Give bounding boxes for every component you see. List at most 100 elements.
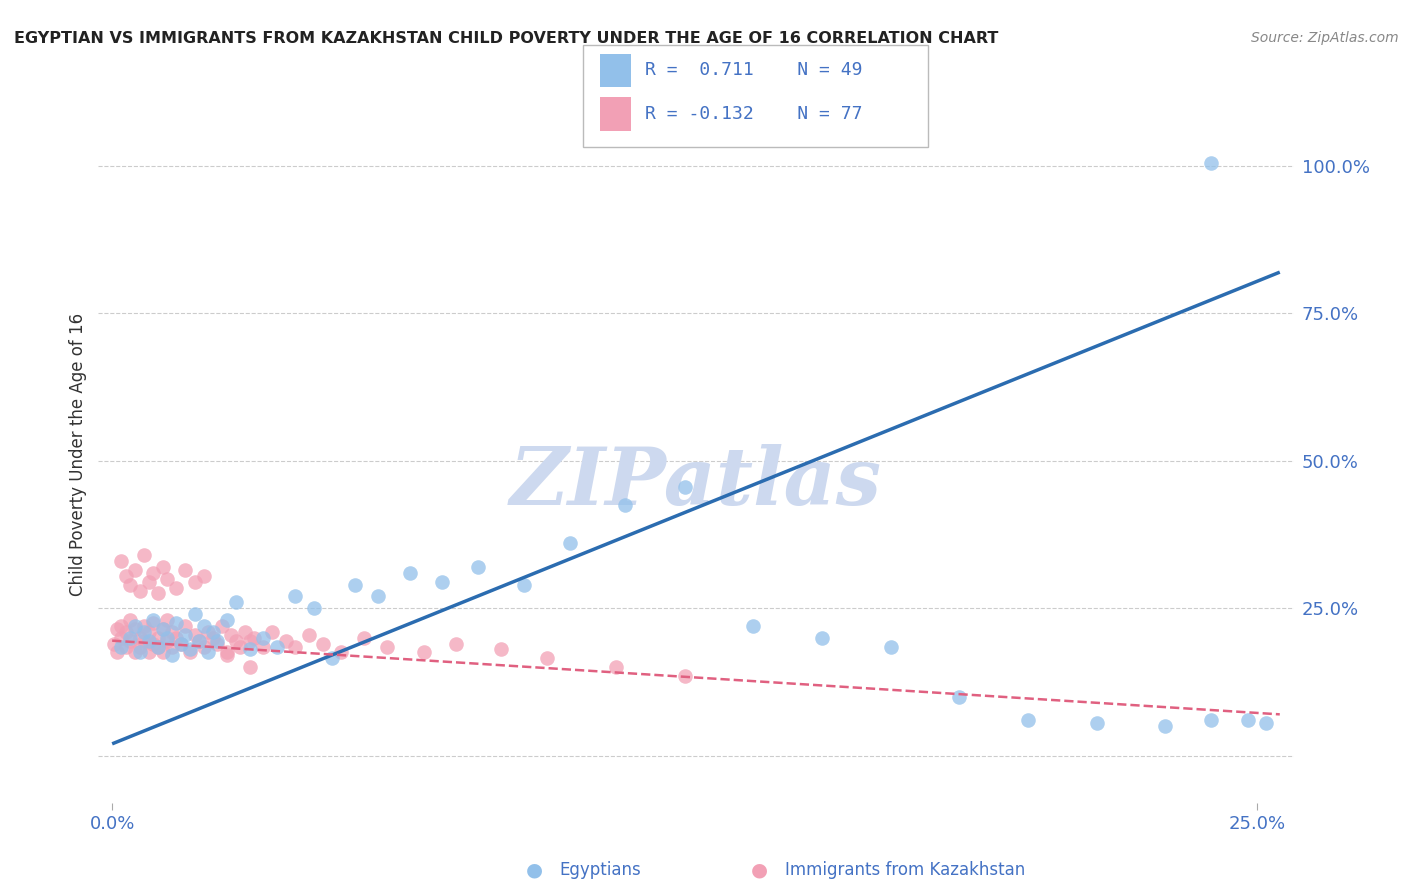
Point — [243, 631, 266, 645]
Point — [165, 581, 187, 595]
Point — [298, 628, 321, 642]
Text: ●: ● — [526, 860, 543, 880]
Point — [124, 645, 146, 659]
Point — [105, 622, 128, 636]
Point — [128, 645, 150, 659]
Point — [170, 637, 193, 651]
Point — [238, 642, 260, 657]
Point — [128, 640, 150, 654]
Point — [536, 651, 558, 665]
Point — [160, 648, 183, 663]
Point — [811, 631, 834, 645]
Point — [375, 640, 398, 654]
Point — [614, 498, 637, 512]
Point — [1199, 156, 1222, 170]
Point — [134, 624, 156, 639]
Point — [491, 642, 513, 657]
Point — [321, 651, 343, 665]
Point — [467, 560, 489, 574]
Point — [128, 583, 150, 598]
Point — [948, 690, 970, 704]
Text: Immigrants from Kazakhstan: Immigrants from Kazakhstan — [785, 861, 1025, 879]
Point — [134, 619, 156, 633]
Point — [115, 624, 138, 639]
Point — [207, 637, 229, 651]
Point — [165, 631, 187, 645]
Point — [605, 660, 627, 674]
Point — [120, 633, 142, 648]
Point — [673, 669, 696, 683]
Point — [146, 640, 169, 654]
Point — [152, 560, 174, 574]
Point — [183, 628, 205, 642]
Point — [138, 624, 160, 639]
Point — [165, 615, 187, 630]
Point — [183, 574, 205, 589]
Point — [105, 645, 128, 659]
Point — [160, 640, 183, 654]
Text: ZIPatlas: ZIPatlas — [510, 444, 882, 522]
Point — [1254, 716, 1277, 731]
Point — [188, 633, 211, 648]
Point — [673, 480, 696, 494]
Point — [138, 574, 160, 589]
Point — [160, 624, 183, 639]
Y-axis label: Child Poverty Under the Age of 16: Child Poverty Under the Age of 16 — [69, 313, 87, 597]
Point — [444, 637, 467, 651]
Point — [211, 619, 233, 633]
Point — [1154, 719, 1177, 733]
Point — [193, 619, 215, 633]
Point — [170, 637, 193, 651]
Point — [174, 619, 197, 633]
Text: R = -0.132    N = 77: R = -0.132 N = 77 — [645, 105, 863, 123]
Point — [284, 640, 307, 654]
Point — [156, 613, 179, 627]
Point — [152, 622, 174, 636]
Point — [152, 622, 174, 636]
Point — [134, 633, 156, 648]
Point — [138, 645, 160, 659]
Point — [110, 554, 132, 568]
Point — [207, 633, 229, 648]
Point — [193, 640, 215, 654]
Point — [252, 640, 274, 654]
Point — [1017, 713, 1039, 727]
Point — [183, 607, 205, 621]
Point — [174, 628, 197, 642]
Point — [124, 619, 146, 633]
Point — [412, 645, 434, 659]
Point — [430, 574, 453, 589]
Point — [225, 595, 247, 609]
Point — [215, 648, 238, 663]
Point — [179, 645, 201, 659]
Point — [103, 637, 125, 651]
Point — [367, 590, 389, 604]
Text: ●: ● — [751, 860, 768, 880]
Point — [146, 586, 169, 600]
Point — [179, 642, 201, 657]
Point — [312, 637, 335, 651]
Point — [238, 633, 260, 648]
Point — [215, 645, 238, 659]
Point — [124, 622, 146, 636]
Text: Egyptians: Egyptians — [560, 861, 641, 879]
Point — [138, 633, 160, 648]
Text: EGYPTIAN VS IMMIGRANTS FROM KAZAKHSTAN CHILD POVERTY UNDER THE AGE OF 16 CORRELA: EGYPTIAN VS IMMIGRANTS FROM KAZAKHSTAN C… — [14, 31, 998, 46]
Point — [128, 631, 150, 645]
Point — [201, 624, 224, 639]
Point — [156, 633, 179, 648]
Point — [134, 548, 156, 562]
Point — [252, 631, 274, 645]
Point — [110, 631, 132, 645]
Point — [188, 633, 211, 648]
Point — [115, 640, 138, 654]
Point — [142, 615, 165, 630]
Point — [115, 569, 138, 583]
Point — [229, 640, 252, 654]
Point — [276, 633, 298, 648]
Point — [215, 613, 238, 627]
Point — [1085, 716, 1108, 731]
Point — [353, 631, 375, 645]
Point — [558, 536, 581, 550]
Point — [142, 566, 165, 580]
